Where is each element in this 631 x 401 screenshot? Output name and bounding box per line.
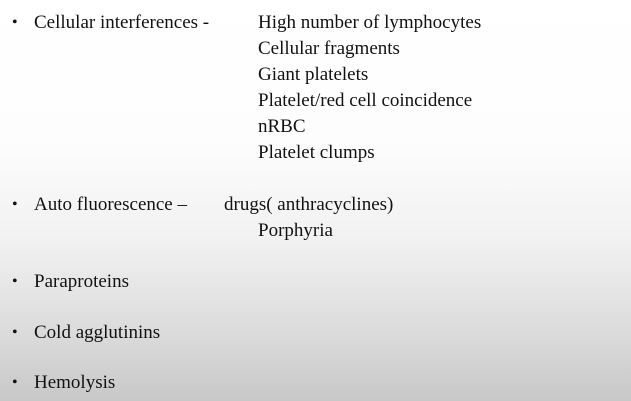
bullet-icon: • — [12, 273, 18, 290]
item-label: Cellular interferences - — [34, 12, 210, 33]
bullet-icon: • — [12, 324, 18, 341]
item-label: Cold agglutinins — [34, 322, 161, 343]
item-label: Paraproteins — [34, 271, 129, 292]
sub-item: Cellular fragments — [258, 38, 400, 59]
sub-item: Platelet/red cell coincidence — [258, 90, 473, 111]
sub-item: Porphyria — [258, 220, 333, 241]
sub-item: Platelet clumps — [258, 142, 375, 163]
sub-item: nRBC — [258, 116, 306, 137]
sub-item: High number of lymphocytes — [258, 12, 482, 33]
sub-item: drugs( anthracyclines) — [224, 194, 394, 215]
item-label: Hemolysis — [34, 372, 116, 393]
item-label: Auto fluorescence – — [34, 194, 187, 215]
bullet-icon: • — [12, 374, 18, 391]
bullet-icon: • — [12, 14, 18, 31]
sub-item: Giant platelets — [258, 64, 369, 85]
bullet-icon: • — [12, 196, 18, 213]
